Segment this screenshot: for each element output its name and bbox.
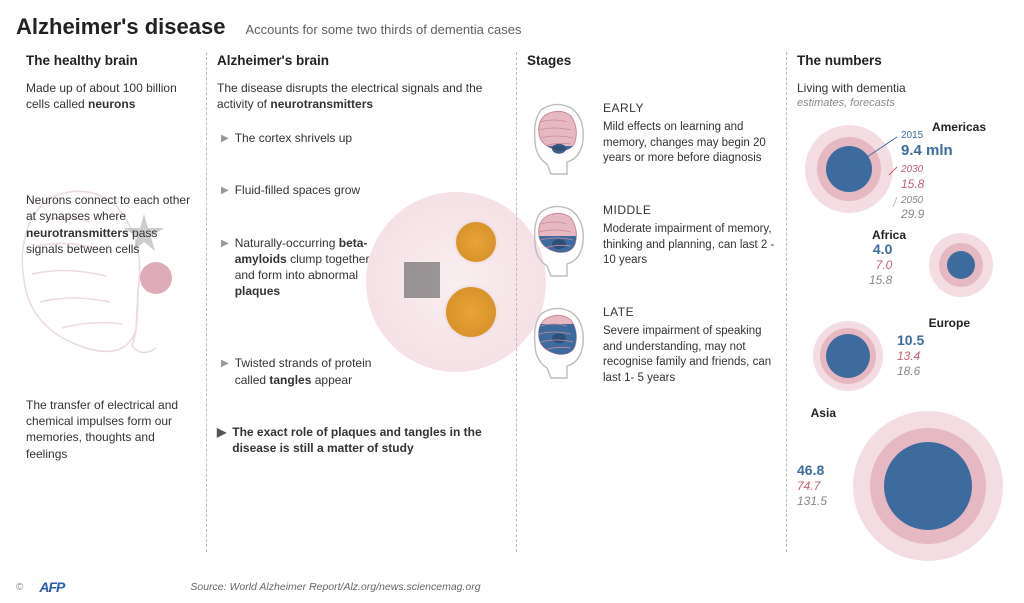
healthy-p1: Made up of about 100 billion cells calle…: [26, 80, 196, 112]
ring-2015: [826, 334, 870, 378]
stage-text: Mild effects on learning and memory, cha…: [603, 120, 776, 167]
region-stats: 10.5 13.4 18.6: [897, 332, 924, 380]
region-name: Asia: [811, 405, 836, 421]
region-stats: 20159.4 mln 2030 15.8 2050 29.9: [901, 127, 953, 222]
bullet-icon: ▶: [221, 184, 229, 198]
region-name: Europe: [929, 315, 970, 331]
stage-head-icon: [527, 100, 593, 176]
ring-2015: [826, 146, 872, 192]
stage-head-icon: [527, 202, 593, 278]
alz-final-note: ▶ The exact role of plaques and tangles …: [217, 424, 506, 456]
stage-text: Severe impairment of speaking and unders…: [603, 324, 776, 386]
bullet-icon: ▶: [221, 237, 229, 300]
region: Americas 20159.4 mln 2030 15.8 2050 29.9: [797, 119, 996, 219]
bullet-icon: ▶: [221, 132, 229, 146]
col-heading-stages: Stages: [527, 52, 776, 70]
stage: LATE Severe impairment of speaking and u…: [527, 304, 776, 386]
source-line: Source: World Alzheimer Report/Alz.org/n…: [190, 580, 480, 594]
bullet-icon: ▶: [221, 357, 229, 387]
region-stats: 46.8 74.7 131.5: [797, 462, 827, 510]
stage: EARLY Mild effects on learning and memor…: [527, 100, 776, 176]
numbers-sub: Living with dementia: [797, 80, 996, 96]
page-title: Alzheimer's disease: [16, 12, 225, 42]
stage-label: MIDDLE: [603, 202, 776, 218]
alz-bullet: ▶ The cortex shrivels up: [221, 130, 381, 146]
stage-label: EARLY: [603, 100, 776, 116]
alz-bullet: ▶ Naturally-occurring beta-amyloids clum…: [221, 235, 381, 300]
col-heading-numbers: The numbers: [797, 52, 996, 70]
col-heading-healthy: The healthy brain: [26, 52, 196, 70]
region: Europe 10.5 13.4 18.6: [797, 315, 996, 397]
stage-head-icon: [527, 304, 593, 380]
ring-2015: [884, 442, 972, 530]
stage-label: LATE: [603, 304, 776, 320]
alz-bullets: ▶ The cortex shrivels up ▶ Fluid-filled …: [221, 130, 506, 388]
region: Asia 46.8 74.7 131.5: [797, 405, 996, 555]
col-heading-alz: Alzheimer's brain: [217, 52, 506, 70]
alz-intro: The disease disrupts the electrical sign…: [217, 80, 506, 112]
stage-text: Moderate impairment of memory, thinking …: [603, 222, 776, 269]
stage: MIDDLE Moderate impairment of memory, th…: [527, 202, 776, 278]
afp-logo: AFP: [39, 578, 64, 597]
healthy-p3: The transfer of electrical and chemical …: [26, 397, 196, 462]
alz-bullet: ▶ Twisted strands of protein called tang…: [221, 355, 381, 387]
alz-bullet: ▶ Fluid-filled spaces grow: [221, 182, 381, 198]
numbers-sub2: estimates, forecasts: [797, 96, 996, 111]
region-stats: 4.0 7.0 15.8: [869, 241, 892, 289]
copyright-symbol: ©: [16, 581, 23, 595]
page-subtitle: Accounts for some two thirds of dementia…: [245, 21, 521, 39]
ring-2015: [947, 251, 975, 279]
healthy-p2: Neurons connect to each other at synapse…: [26, 192, 196, 257]
region: Africa 4.0 7.0 15.8: [797, 227, 996, 307]
